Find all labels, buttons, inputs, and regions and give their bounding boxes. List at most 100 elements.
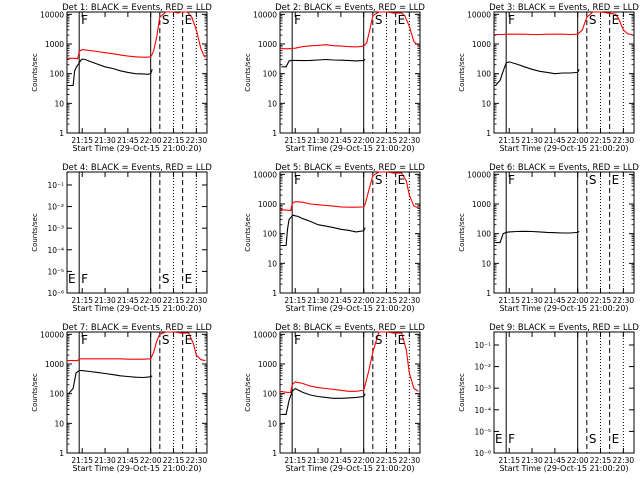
chart-panel: Det 3: BLACK = Events, RED = LLD Start Ti… — [458, 3, 639, 153]
x-tick-label: 22:30 — [186, 296, 208, 305]
y-tick-label: 10000 — [40, 330, 64, 339]
plot-frame — [493, 171, 635, 294]
y-tick-label: 10⁻³ — [47, 224, 64, 233]
y-tick-label: 10⁻⁵ — [474, 427, 491, 436]
events-series-line — [495, 230, 580, 244]
plot-frame — [66, 331, 208, 454]
plot-frame — [279, 331, 421, 454]
x-tick-label: 21:15 — [284, 456, 306, 465]
x-tick-label: 21:30 — [307, 136, 329, 145]
y-tick-label: 100 — [477, 70, 492, 79]
x-tick-label: 21:15 — [498, 296, 520, 305]
y-tick-label: 10000 — [40, 10, 64, 19]
interval-marker-E: E — [612, 432, 620, 446]
interval-marker-S: S — [375, 333, 383, 347]
y-tick-label: 100 — [50, 70, 65, 79]
x-tick-label: 21:45 — [117, 456, 139, 465]
chart-panel: Det 7: BLACK = Events, RED = LLD Start Ti… — [31, 323, 212, 473]
chart-panel: Det 2: BLACK = Events, RED = LLD Start Ti… — [244, 3, 425, 153]
x-tick-label: 22:00 — [353, 296, 375, 305]
y-tick-label: 10⁻⁶ — [474, 449, 491, 458]
chart-panel: Det 4: BLACK = Events, RED = LLD Start Ti… — [31, 163, 212, 313]
x-tick-label: 22:30 — [613, 136, 635, 145]
x-tick-label: 21:15 — [71, 296, 93, 305]
x-tick-label: 22:00 — [140, 456, 162, 465]
x-tick-label: 21:30 — [521, 136, 543, 145]
interval-marker-F: F — [81, 333, 88, 347]
events-series-line — [68, 370, 153, 395]
x-tick-label: 22:00 — [567, 296, 589, 305]
y-axis-label: Counts/sec — [31, 53, 39, 92]
x-axis-label: Start Time (29-Oct-15 21:00:20) — [499, 304, 628, 313]
interval-marker-E: E — [612, 173, 620, 187]
x-tick-label: 22:30 — [399, 136, 421, 145]
interval-marker-S: S — [162, 333, 170, 347]
y-axis-label: Counts/sec — [31, 373, 39, 412]
interval-marker-F: F — [508, 432, 515, 446]
interval-marker-E: E — [185, 333, 193, 347]
interval-marker-S: S — [162, 13, 170, 27]
x-tick-label: 21:15 — [71, 456, 93, 465]
x-tick-label: 22:00 — [140, 296, 162, 305]
y-tick-label: 10⁻² — [474, 363, 491, 372]
interval-marker-F: F — [81, 13, 88, 27]
plot-frame — [493, 331, 635, 454]
interval-marker-S: S — [589, 173, 597, 187]
chart-title: Det 6: BLACK = Events, RED = LLD — [489, 163, 639, 173]
y-tick-label: 10 — [481, 99, 491, 108]
interval-marker-S: S — [375, 173, 383, 187]
x-tick-label: 22:30 — [613, 456, 635, 465]
x-tick-label: 22:00 — [140, 136, 162, 145]
lld-series-line — [279, 331, 419, 393]
y-tick-label: 10⁻⁴ — [47, 246, 64, 255]
x-tick-label: 21:45 — [117, 296, 139, 305]
x-tick-label: 21:45 — [330, 296, 352, 305]
lld-series-line — [67, 11, 206, 60]
x-tick-label: 22:00 — [567, 456, 589, 465]
x-tick-label: 22:30 — [613, 296, 635, 305]
interval-marker-F: F — [294, 13, 301, 27]
x-tick-label: 22:30 — [399, 456, 421, 465]
y-tick-label: 10 — [481, 259, 491, 268]
chart-panel: Det 9: BLACK = Events, RED = LLD Start Ti… — [458, 323, 639, 473]
x-tick-label: 21:15 — [498, 136, 520, 145]
interval-marker-F: F — [508, 173, 515, 187]
x-tick-label: 22:15 — [376, 296, 398, 305]
x-axis-label: Start Time (29-Oct-15 21:00:20) — [72, 304, 201, 313]
x-tick-label: 21:45 — [544, 296, 566, 305]
lld-series-line — [494, 11, 633, 36]
interval-marker-S: S — [375, 13, 383, 27]
interval-marker-F: F — [508, 13, 515, 27]
y-axis-label: Counts/sec — [244, 53, 252, 92]
chart-panel: Det 1: BLACK = Events, RED = LLD Start Ti… — [31, 3, 212, 153]
chart-title: Det 3: BLACK = Events, RED = LLD — [489, 3, 639, 13]
y-tick-label: 1000 — [258, 360, 277, 369]
x-tick-label: 21:30 — [521, 456, 543, 465]
x-tick-label: 22:15 — [590, 296, 612, 305]
plot-frame — [279, 11, 421, 134]
x-axis-label: Start Time (29-Oct-15 21:00:20) — [499, 464, 628, 473]
y-tick-label: 10⁻⁴ — [474, 406, 491, 415]
x-tick-label: 22:30 — [186, 456, 208, 465]
x-tick-label: 21:30 — [94, 136, 116, 145]
y-tick-label: 1000 — [472, 40, 491, 49]
x-tick-label: 22:30 — [399, 296, 421, 305]
plot-frame — [66, 171, 208, 294]
interval-marker-F: F — [294, 333, 301, 347]
lld-series-line — [279, 171, 419, 212]
x-tick-label: 22:00 — [353, 456, 375, 465]
y-tick-label: 10000 — [467, 10, 491, 19]
y-axis-label: Counts/sec — [458, 213, 466, 252]
y-tick-label: 10 — [267, 99, 277, 108]
y-axis-label: Counts/sec — [458, 53, 466, 92]
x-tick-label: 21:30 — [307, 456, 329, 465]
x-tick-label: 22:15 — [163, 136, 185, 145]
events-series-line — [281, 214, 366, 247]
x-tick-label: 22:00 — [567, 136, 589, 145]
interval-marker-E: E — [398, 173, 406, 187]
lld-series-line — [279, 11, 419, 50]
interval-marker-S: S — [162, 272, 170, 286]
y-tick-label: 1 — [272, 129, 277, 138]
y-tick-label: 10 — [267, 259, 277, 268]
